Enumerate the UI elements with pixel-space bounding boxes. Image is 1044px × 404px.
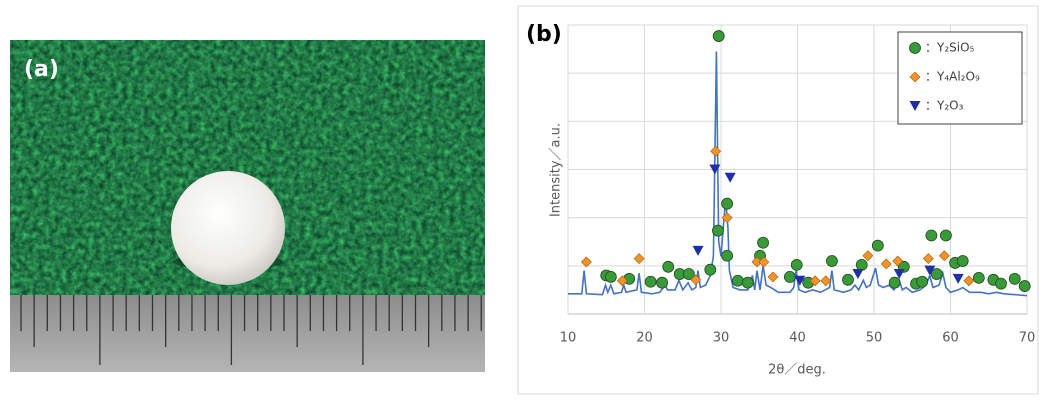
marker [972, 271, 985, 284]
marker [1018, 280, 1031, 292]
y-axis-label: Intensity／a.u. [549, 123, 564, 217]
marker [930, 268, 943, 280]
marker [963, 275, 975, 287]
marker [604, 271, 617, 283]
marker [852, 269, 864, 280]
marker [767, 271, 779, 283]
marker [644, 275, 657, 288]
photo-label: (a) [24, 57, 59, 82]
ruler [10, 295, 485, 372]
marker [892, 255, 904, 267]
x-tick-label: 20 [636, 331, 653, 346]
x-tick-label: 30 [713, 331, 730, 346]
x-tick-label: 60 [942, 331, 959, 346]
marker [995, 277, 1007, 290]
marker [938, 250, 950, 262]
marker [924, 265, 936, 276]
marker [790, 258, 803, 271]
marker [690, 274, 702, 286]
marker [704, 263, 717, 276]
marker [842, 273, 854, 286]
sphere [171, 171, 285, 285]
legend-marker [909, 71, 921, 83]
x-tick-label: 50 [866, 331, 883, 346]
marker [871, 239, 884, 252]
marker [721, 249, 734, 262]
marker [616, 275, 628, 287]
marker [1008, 272, 1021, 285]
marker [712, 224, 724, 237]
marker [952, 273, 964, 284]
marker [862, 250, 874, 262]
marker [741, 276, 754, 289]
marker [855, 258, 868, 271]
legend-label: ：Y₂SiO₅ [925, 41, 975, 55]
marker [916, 275, 929, 288]
legend-marker [909, 42, 921, 54]
chart-frame [517, 5, 1039, 395]
marker [712, 30, 725, 42]
marker [880, 258, 892, 270]
marker [709, 164, 721, 175]
marker [888, 276, 901, 289]
marker [692, 245, 704, 256]
x-tick-label: 10 [560, 331, 577, 346]
marker [580, 256, 592, 268]
legend-label: ：Y₂O₃ [925, 99, 964, 113]
marker [820, 275, 832, 287]
marker [710, 145, 722, 157]
marker [826, 255, 838, 267]
chart: (b) Intensity／a.u. 2θ／deg. 10 20 30 40 50 60 7… [526, 22, 1035, 378]
marker [682, 268, 695, 280]
x-tick-label: 40 [789, 331, 806, 346]
marker [783, 271, 796, 283]
marker [721, 197, 734, 210]
marker [633, 253, 645, 265]
x-tick-label: 70 [1019, 331, 1036, 346]
marker [721, 212, 733, 224]
ruler-ticks [20, 295, 482, 365]
marker [794, 275, 806, 286]
legend-label: ：Y₄Al₂O₉ [925, 70, 980, 84]
marker [925, 229, 938, 242]
marker [922, 253, 934, 265]
x-axis-label: 2θ／deg. [768, 363, 826, 378]
marker [724, 172, 736, 183]
marker [809, 275, 821, 287]
photo: (a) [10, 40, 485, 372]
chart-label: (b) [526, 22, 562, 47]
marker [757, 236, 769, 249]
marker [940, 229, 952, 242]
marker [956, 255, 969, 267]
marker [758, 256, 770, 268]
marker [662, 260, 675, 273]
legend-marker [909, 101, 921, 111]
marker [731, 274, 744, 287]
marker [893, 269, 905, 280]
marker [656, 276, 668, 289]
